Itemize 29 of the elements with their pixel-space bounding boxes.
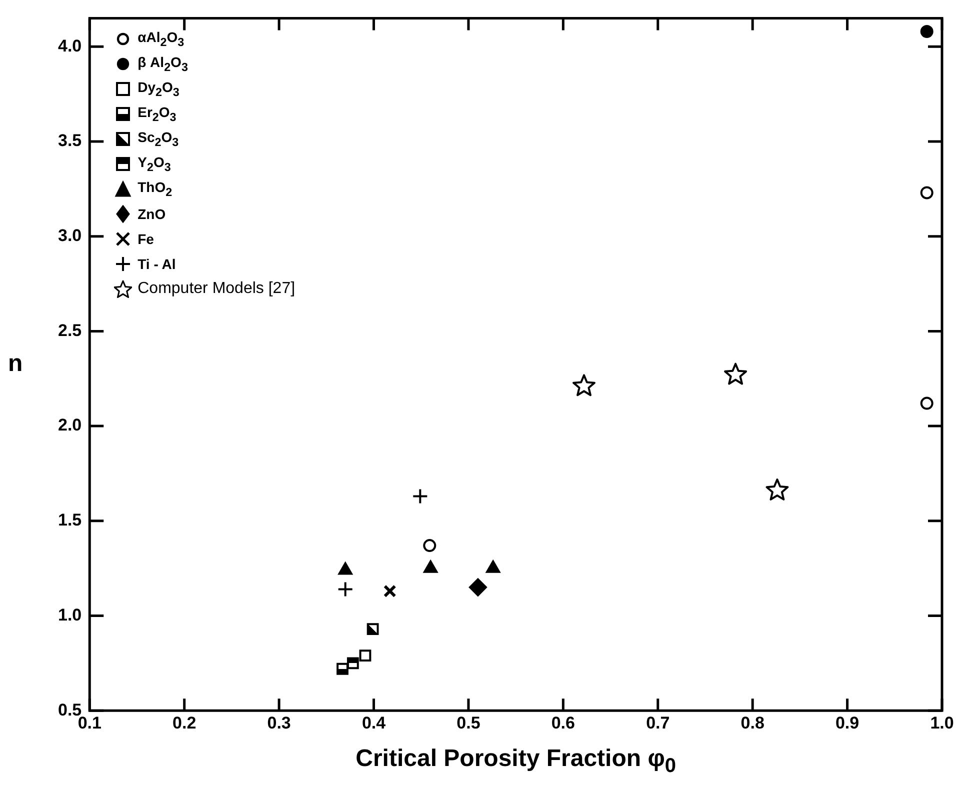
x-tick-label: 0.4 <box>362 713 386 732</box>
legend-label: ThO$_{2}$ <box>138 178 172 199</box>
x-tick-label: 0.3 <box>267 713 291 732</box>
y-tick-label: 2.5 <box>58 320 82 340</box>
x-tick-label: 0.7 <box>646 713 670 732</box>
legend-label: Y$_{2}$O$_{3}$ <box>138 154 171 174</box>
y-tick-label: 1.5 <box>58 510 82 530</box>
x-tick-label: 0.6 <box>551 713 575 732</box>
legend-label: αAl$_{2}$O$_{3}$ <box>138 28 184 49</box>
y-tick-label: 1.0 <box>58 605 82 624</box>
y-tick-label: 3.0 <box>58 226 82 246</box>
x-tick-label: 0.9 <box>835 713 860 732</box>
y-tick-label: 4.0 <box>58 36 82 56</box>
legend-label: Ti - Al <box>138 256 176 272</box>
legend-label: β Al$_{2}$O$_{3}$ <box>138 54 188 74</box>
x-tick-label: 0.5 <box>456 713 480 732</box>
x-tick-label: 1.0 <box>930 713 954 732</box>
legend-label: Sc$_{2}$O$_{3}$ <box>138 128 179 149</box>
x-tick-label: 0.2 <box>172 713 196 732</box>
legend-label: ZnO <box>138 206 166 222</box>
legend-label: Dy$_{2}$O$_{3}$ <box>138 78 180 99</box>
y-axis-title: n <box>8 350 23 378</box>
x-axis-title: Critical Porosity Fraction φ$_{0}$ <box>354 744 677 778</box>
legend-label: Er$_{2}$O$_{3}$ <box>138 104 176 124</box>
legend-label: Computer Models [27] <box>138 280 296 298</box>
legend-label: Fe <box>138 230 154 247</box>
y-tick-label: 2.0 <box>58 416 82 435</box>
y-tick-label: 3.5 <box>58 131 82 150</box>
x-tick-label: 0.8 <box>740 713 764 732</box>
